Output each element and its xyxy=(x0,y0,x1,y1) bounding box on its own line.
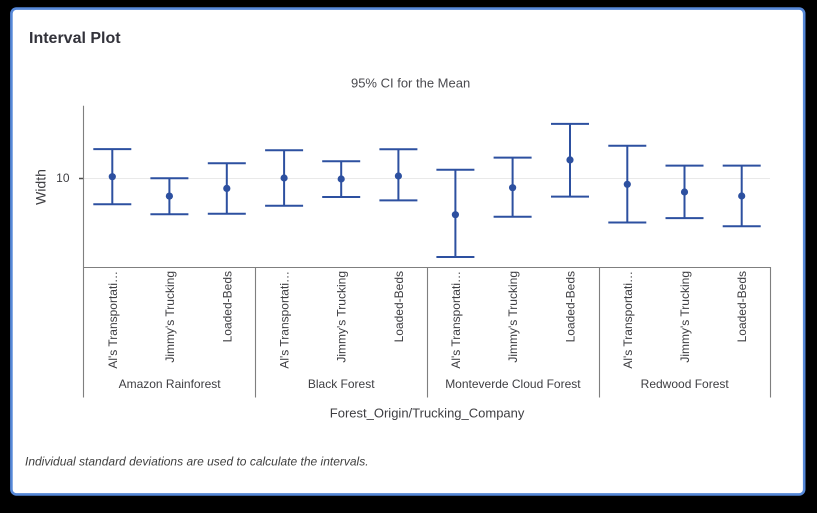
svg-text:Jimmy's Trucking: Jimmy's Trucking xyxy=(163,271,177,363)
svg-text:Interval Plot: Interval Plot xyxy=(29,30,121,47)
svg-text:Loaded-Beds: Loaded-Beds xyxy=(392,271,406,342)
svg-text:Width: Width xyxy=(33,169,49,205)
svg-text:Al's Transportati…: Al's Transportati… xyxy=(278,271,292,369)
svg-text:Loaded-Beds: Loaded-Beds xyxy=(564,271,578,342)
svg-text:Al's Transportati…: Al's Transportati… xyxy=(621,271,635,369)
svg-text:10: 10 xyxy=(56,171,70,185)
svg-text:Jimmy's Trucking: Jimmy's Trucking xyxy=(335,271,349,363)
svg-text:95% CI for the Mean: 95% CI for the Mean xyxy=(351,76,470,91)
svg-text:Jimmy's Trucking: Jimmy's Trucking xyxy=(678,271,692,363)
svg-text:Redwood Forest: Redwood Forest xyxy=(641,377,730,391)
svg-text:Monteverde Cloud Forest: Monteverde Cloud Forest xyxy=(445,377,581,391)
svg-text:Amazon Rainforest: Amazon Rainforest xyxy=(119,377,222,391)
svg-text:Forest_Origin/Trucking_Company: Forest_Origin/Trucking_Company xyxy=(330,406,525,421)
svg-text:Black Forest: Black Forest xyxy=(308,377,375,391)
svg-text:Al's Transportati…: Al's Transportati… xyxy=(449,271,463,369)
svg-text:Al's Transportati…: Al's Transportati… xyxy=(106,271,120,369)
svg-text:Loaded-Beds: Loaded-Beds xyxy=(735,271,749,342)
svg-text:Individual standard deviations: Individual standard deviations are used … xyxy=(25,455,369,469)
svg-text:Loaded-Beds: Loaded-Beds xyxy=(220,271,234,342)
svg-text:Jimmy's Trucking: Jimmy's Trucking xyxy=(506,271,520,363)
